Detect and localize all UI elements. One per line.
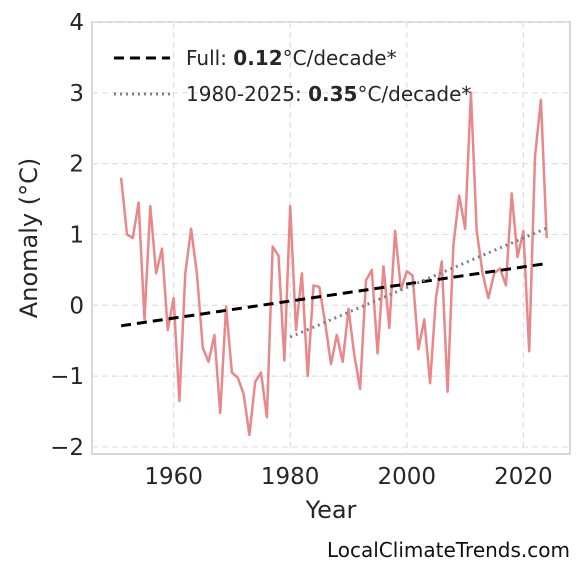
y-tick-label: 0 [69,293,84,319]
legend-entry-full: Full: 0.12°C/decade* [186,46,397,70]
series-layer [119,91,548,437]
recent-trend-line [289,226,548,339]
legend-entry-recent: 1980-2025: 0.35°C/decade* [186,82,471,106]
watermark: LocalClimateTrends.com [327,538,570,562]
y-tick-label: −1 [50,364,84,390]
x-tick-label: 2000 [378,464,437,490]
y-tick-label: 1 [69,222,84,248]
x-axis-title: Year [305,496,357,524]
x-tick-labels: 1960 1980 2000 2020 [144,464,552,490]
y-tick-label: 2 [69,152,84,178]
y-axis-title: Anomaly (°C) [15,158,43,318]
x-tick-label: 2020 [494,464,553,490]
x-tick-label: 1960 [144,464,203,490]
x-tick-label: 1980 [261,464,320,490]
y-tick-labels: −2 −1 0 1 2 3 4 [50,10,84,461]
plot-area [91,21,571,455]
y-tick-label: −2 [50,435,84,461]
y-tick-label: 4 [69,10,84,36]
anomaly-line [119,91,548,437]
legend: Full: 0.12°C/decade* 1980-2025: 0.35°C/d… [114,46,471,106]
full-trend-line [120,262,547,328]
y-tick-label: 3 [69,81,84,107]
